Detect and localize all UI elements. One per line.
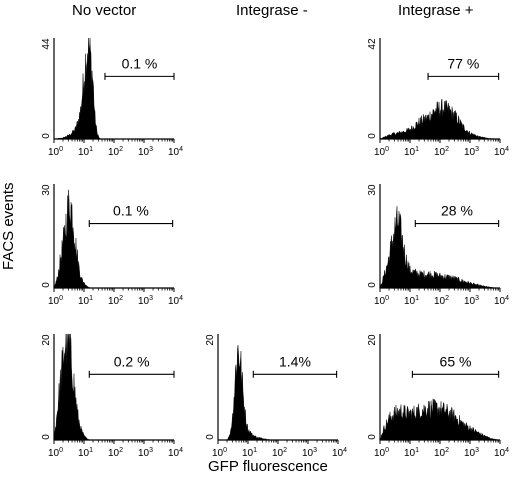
- x-tick-label: 101: [78, 146, 93, 158]
- x-tick-label: 102: [108, 447, 123, 459]
- histogram-r3c3: [379, 398, 500, 441]
- x-tick-label: 102: [434, 295, 449, 307]
- y-max-label-r2c1: 30: [41, 184, 52, 196]
- x-tick-label: 103: [464, 295, 479, 307]
- y-max-label-r1c3: 42: [367, 38, 378, 50]
- x-tick-label: 101: [404, 295, 419, 307]
- x-tick-label: 100: [374, 447, 389, 459]
- y-max-label-r3c3: 20: [367, 334, 378, 346]
- y-min-label-r3c3: 0: [367, 434, 378, 440]
- gate-label-r2c3: 28 %: [441, 203, 473, 219]
- x-tick-label: 103: [138, 447, 153, 459]
- y-min-label-r3c1: 0: [41, 434, 52, 440]
- histogram-panel-r3c3: 100 101 102 103 104 20 0 65 %: [367, 334, 509, 459]
- y-min-label-r3c2: 0: [205, 434, 216, 440]
- histogram-panel-r2c1: 100 101 102 103 104 30 0 0.1 %: [41, 184, 183, 307]
- x-tick-label: 101: [404, 146, 419, 158]
- x-tick-label: 102: [434, 447, 449, 459]
- gate-label-r2c1: 0.1 %: [113, 203, 149, 219]
- x-tick-label: 102: [108, 295, 123, 307]
- x-tick-label: 102: [434, 146, 449, 158]
- x-tick-label: 101: [78, 295, 93, 307]
- x-tick-label: 104: [168, 447, 183, 459]
- y-max-label-r3c1: 20: [41, 334, 52, 346]
- histogram-panel-r1c3: 100 101 102 103 104 42 0 77 %: [367, 38, 509, 158]
- y-max-label-r1c1: 44: [41, 38, 52, 50]
- x-tick-label: 102: [272, 447, 287, 459]
- x-tick-label: 101: [78, 447, 93, 459]
- x-tick-label: 104: [168, 146, 183, 158]
- x-tick-label: 103: [464, 146, 479, 158]
- histogram-r1c1: [53, 37, 174, 140]
- x-tick-label: 100: [48, 447, 63, 459]
- x-tick-label: 103: [302, 447, 317, 459]
- x-tick-label: 104: [494, 447, 509, 459]
- x-tick-label: 103: [138, 146, 153, 158]
- gate-label-r3c1: 0.2 %: [114, 353, 150, 369]
- x-tick-label: 100: [48, 295, 63, 307]
- gate-label-r1c1: 0.1 %: [122, 55, 158, 71]
- x-tick-label: 100: [374, 295, 389, 307]
- x-tick-label: 102: [108, 146, 123, 158]
- x-tick-label: 100: [212, 447, 227, 459]
- histogram-r3c1: [53, 333, 174, 441]
- x-tick-label: 103: [138, 295, 153, 307]
- y-max-label-r2c3: 30: [367, 184, 378, 196]
- x-tick-label: 101: [242, 447, 257, 459]
- x-tick-label: 104: [494, 146, 509, 158]
- column-title-integrase-neg: Integrase -: [236, 2, 308, 19]
- x-tick-label: 104: [494, 295, 509, 307]
- x-tick-label: 101: [404, 447, 419, 459]
- histogram-panel-r1c1: 100 101 102 103 104 44 0 0.1 %: [41, 37, 183, 158]
- y-min-label-r1c3: 0: [367, 133, 378, 139]
- y-min-label-r1c1: 0: [41, 133, 52, 139]
- histogram-r1c3: [379, 98, 500, 140]
- x-tick-label: 104: [168, 295, 183, 307]
- histogram-r2c3: [379, 206, 500, 289]
- gate-label-r3c3: 65 %: [440, 353, 472, 369]
- x-tick-label: 103: [464, 447, 479, 459]
- column-title-no-vector: No vector: [72, 2, 137, 19]
- gate-label-r3c2: 1.4%: [279, 353, 311, 369]
- x-axis-title: GFP fluorescence: [208, 458, 328, 475]
- y-max-label-r3c2: 20: [205, 334, 216, 346]
- column-title-integrase-pos: Integrase +: [398, 2, 474, 19]
- y-min-label-r2c3: 0: [367, 282, 378, 288]
- histogram-panel-r3c2: 100 101 102 103 104 20 0 1.4%: [205, 334, 347, 459]
- x-tick-label: 104: [332, 447, 347, 459]
- y-min-label-r2c1: 0: [41, 282, 52, 288]
- histogram-panel-r2c3: 100 101 102 103 104 30 0 28 %: [367, 184, 509, 307]
- histogram-panel-r3c1: 100 101 102 103 104 20 0 0.2 %: [41, 333, 183, 459]
- x-tick-label: 100: [374, 146, 389, 158]
- gate-label-r1c3: 77 %: [447, 55, 479, 71]
- x-tick-label: 100: [48, 146, 63, 158]
